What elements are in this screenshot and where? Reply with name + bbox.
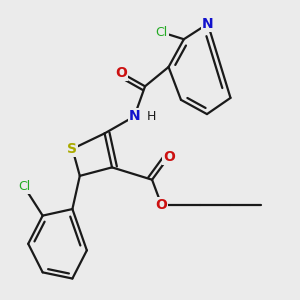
Text: O: O [163, 150, 175, 164]
Text: Cl: Cl [18, 180, 30, 193]
Text: H: H [147, 110, 156, 123]
Text: O: O [156, 198, 167, 212]
Text: N: N [202, 17, 214, 31]
Text: S: S [68, 142, 77, 156]
Text: N: N [128, 110, 140, 123]
Text: Cl: Cl [155, 26, 168, 39]
Text: O: O [115, 66, 127, 80]
